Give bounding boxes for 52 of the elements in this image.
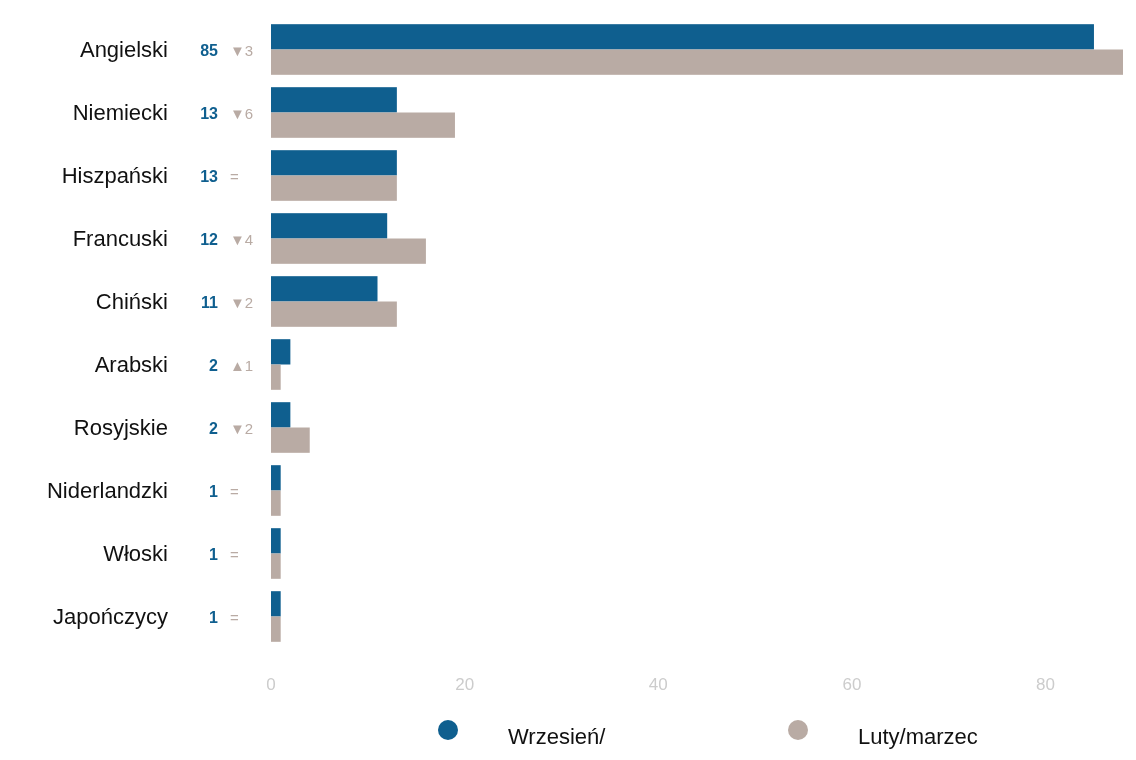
bar bbox=[271, 150, 397, 176]
data-label: 1 bbox=[209, 545, 219, 563]
text: = bbox=[230, 545, 239, 563]
text: = bbox=[230, 167, 239, 185]
text: ▼2 bbox=[230, 293, 254, 311]
text: ▼6 bbox=[230, 104, 254, 122]
y-tick-label: Angielski bbox=[79, 36, 168, 62]
y-tick-label: Hiszpański bbox=[61, 162, 168, 188]
bar bbox=[271, 490, 281, 516]
bar bbox=[271, 553, 281, 579]
text: = bbox=[230, 608, 239, 626]
legend-label: Luty/marzec bbox=[858, 724, 978, 749]
bar bbox=[271, 213, 388, 239]
bar bbox=[271, 24, 1094, 50]
text: ▲1 bbox=[230, 356, 254, 374]
y-tick-label: Rosyjskie bbox=[73, 414, 168, 440]
y-tick-label: Niderlandzki bbox=[46, 477, 168, 503]
y-tick-label: Japończycy bbox=[53, 603, 168, 629]
bar bbox=[271, 49, 1123, 75]
text: ▼3 bbox=[230, 41, 254, 59]
data-label: 13 bbox=[200, 167, 219, 185]
bar bbox=[271, 402, 291, 428]
data-label: 1 bbox=[209, 608, 219, 626]
bar bbox=[271, 87, 397, 113]
text: = bbox=[230, 482, 239, 500]
y-tick-label: Włoski bbox=[103, 540, 168, 566]
bar bbox=[271, 238, 426, 264]
y-tick-label: Chiński bbox=[95, 288, 168, 314]
text: ▼2 bbox=[230, 419, 254, 437]
bar bbox=[271, 364, 281, 390]
bar bbox=[271, 301, 397, 327]
bar bbox=[271, 276, 378, 302]
y-tick-label: Niemiecki bbox=[72, 99, 168, 125]
data-label: 1 bbox=[209, 482, 219, 500]
y-tick-label: Francuski bbox=[72, 225, 168, 251]
bar bbox=[271, 528, 281, 554]
text: ▼4 bbox=[230, 230, 254, 248]
data-label: 2 bbox=[209, 356, 219, 374]
bar bbox=[271, 175, 397, 201]
data-label: 11 bbox=[201, 293, 219, 311]
data-label: 12 bbox=[200, 230, 219, 248]
bar bbox=[271, 616, 281, 642]
data-label: 2 bbox=[209, 419, 219, 437]
data-label: 13 bbox=[200, 104, 219, 122]
bar bbox=[271, 339, 291, 365]
bar bbox=[271, 427, 310, 453]
bar bbox=[271, 591, 281, 617]
data-label: 85 bbox=[200, 41, 219, 59]
bar bbox=[271, 112, 455, 138]
legend-label: Wrzesień/ bbox=[508, 724, 607, 749]
y-tick-label: Arabski bbox=[94, 351, 168, 377]
bar bbox=[271, 465, 281, 491]
